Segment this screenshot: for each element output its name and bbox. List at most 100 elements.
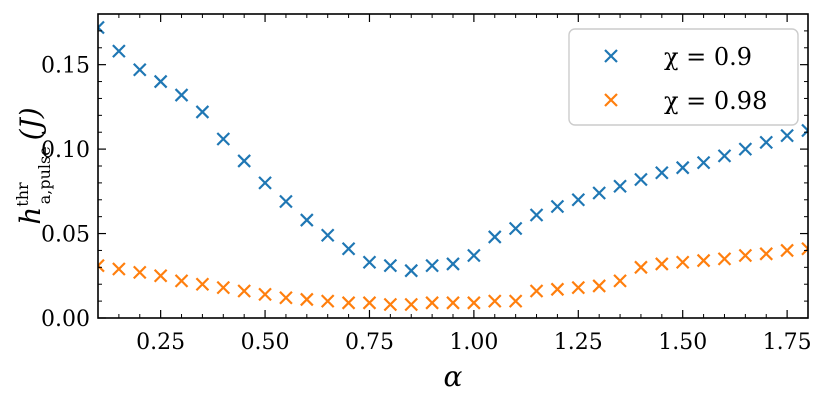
data-point xyxy=(655,165,669,180)
data-point xyxy=(216,280,231,295)
data-point xyxy=(153,74,168,89)
data-point xyxy=(98,258,105,273)
data-point xyxy=(634,172,648,187)
data-point xyxy=(404,297,419,312)
data-point xyxy=(780,243,794,258)
x-tick-label: 0.75 xyxy=(345,330,394,355)
x-axis-label: α xyxy=(444,360,463,393)
data-point xyxy=(613,179,627,194)
y-axis-label-text: hthr a,pulse (J) xyxy=(13,107,54,224)
data-point xyxy=(98,20,105,35)
data-point xyxy=(279,194,293,209)
data-point xyxy=(571,280,586,295)
data-point xyxy=(759,247,774,261)
data-point xyxy=(195,105,210,119)
data-point xyxy=(237,154,251,168)
data-point xyxy=(279,290,293,305)
data-point xyxy=(341,296,356,310)
data-point xyxy=(341,241,356,256)
data-point xyxy=(258,287,272,302)
y-tick-label: 0.15 xyxy=(41,54,90,79)
data-point xyxy=(237,284,251,298)
data-point xyxy=(801,123,808,138)
y-tick-label: 0.05 xyxy=(41,223,90,248)
data-point xyxy=(362,296,377,310)
legend-box xyxy=(568,28,799,126)
data-point xyxy=(132,62,147,77)
data-point xyxy=(634,260,648,275)
legend: χ = 0.9 χ = 0.98 xyxy=(568,28,799,126)
data-point xyxy=(592,186,606,200)
markers-group xyxy=(98,20,808,312)
data-point xyxy=(801,241,808,256)
data-point xyxy=(383,297,398,312)
data-point xyxy=(508,294,523,308)
data-point xyxy=(446,296,460,310)
data-point xyxy=(780,128,794,143)
series-1 xyxy=(98,20,808,278)
y-label-main: h xyxy=(14,207,47,225)
data-point xyxy=(655,257,669,271)
legend-label: χ = 0.98 xyxy=(664,87,767,115)
legend-marker xyxy=(604,93,618,107)
data-point xyxy=(467,296,481,310)
data-point xyxy=(529,284,544,298)
x-tick-label: 1.50 xyxy=(658,330,707,355)
data-point xyxy=(446,257,460,271)
data-point xyxy=(508,221,523,236)
data-point xyxy=(425,258,439,273)
data-point xyxy=(258,176,272,190)
data-point xyxy=(216,132,231,146)
data-point xyxy=(675,255,690,270)
data-point xyxy=(132,265,147,280)
x-tick-label: 1.00 xyxy=(449,330,498,355)
data-point xyxy=(696,253,711,268)
y-axis-label: hthr a,pulse (J) xyxy=(13,107,54,224)
data-point xyxy=(571,193,586,207)
data-point xyxy=(738,142,753,156)
data-point xyxy=(300,213,314,227)
y-label-superscript: thr xyxy=(13,182,32,207)
x-tick-label: 0.25 xyxy=(136,330,185,355)
data-point xyxy=(717,149,732,163)
data-point xyxy=(487,230,502,244)
data-point xyxy=(362,255,377,270)
y-label-subscript: a,pulse xyxy=(35,146,54,204)
data-point xyxy=(153,269,168,283)
legend-label: χ = 0.9 xyxy=(664,43,752,71)
data-point xyxy=(320,228,335,243)
y-tick-label: 0.10 xyxy=(41,138,90,163)
data-point xyxy=(300,292,314,307)
legend-marker xyxy=(604,49,618,63)
data-point xyxy=(759,135,774,150)
data-point xyxy=(112,262,126,276)
axes: 0.25 0.50 0.75 1.00 1.25 1.50 1.75 0.00 0.05 0.10… xyxy=(41,13,812,355)
data-point xyxy=(738,248,753,263)
data-point xyxy=(592,279,606,293)
x-tick-label: 0.50 xyxy=(241,330,290,355)
data-point xyxy=(613,274,627,288)
data-point xyxy=(404,263,419,278)
data-point xyxy=(174,88,189,102)
y-tick-label: 0.00 xyxy=(41,307,90,332)
axis-labels: α hthr a,pulse (J) xyxy=(13,107,463,393)
data-point xyxy=(320,294,335,308)
data-point xyxy=(529,208,544,222)
data-point xyxy=(487,294,502,308)
y-label-unit: (J) xyxy=(14,107,47,140)
data-point xyxy=(717,252,732,266)
data-point xyxy=(550,199,565,214)
plot-area xyxy=(98,20,808,312)
data-point xyxy=(195,277,210,291)
data-point xyxy=(425,296,439,310)
data-point xyxy=(696,155,711,170)
series-2 xyxy=(98,241,808,312)
data-point xyxy=(467,248,481,263)
x-tick-label: 1.25 xyxy=(554,330,603,355)
data-point xyxy=(675,160,690,175)
data-point xyxy=(383,258,398,273)
data-point xyxy=(174,274,189,288)
data-point xyxy=(550,282,565,297)
data-point xyxy=(112,44,126,58)
